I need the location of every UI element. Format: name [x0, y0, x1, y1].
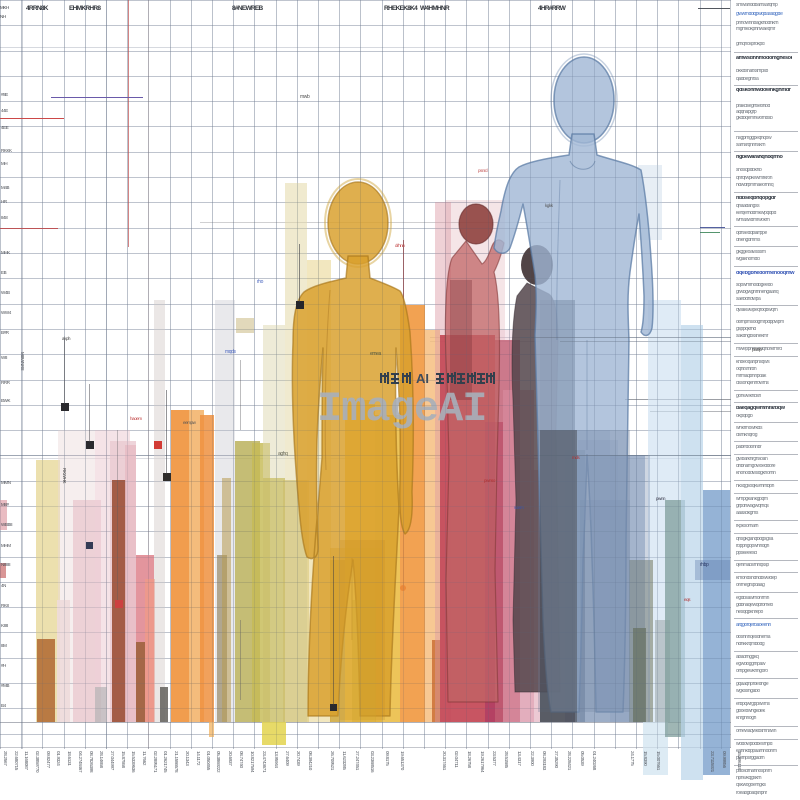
- svg-text:AI: AI: [416, 371, 429, 386]
